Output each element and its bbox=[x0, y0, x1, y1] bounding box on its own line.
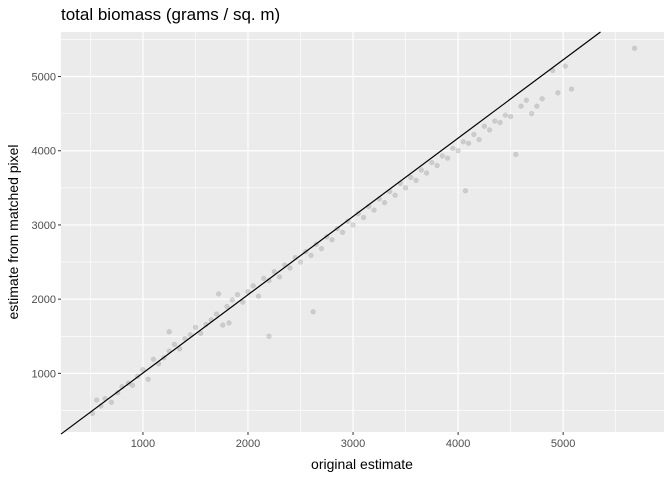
data-point bbox=[555, 90, 561, 96]
data-point bbox=[276, 274, 283, 280]
data-point bbox=[568, 86, 575, 92]
data-point bbox=[177, 346, 183, 352]
data-points bbox=[89, 45, 638, 417]
data-point bbox=[329, 237, 335, 243]
data-point bbox=[297, 259, 304, 265]
data-point bbox=[166, 329, 172, 335]
data-point bbox=[250, 283, 256, 289]
data-point bbox=[215, 291, 222, 297]
data-point bbox=[471, 131, 477, 138]
data-point bbox=[534, 103, 540, 109]
data-point bbox=[481, 123, 487, 129]
data-point bbox=[240, 299, 246, 305]
data-point bbox=[182, 335, 188, 342]
x-tick-label: 3000 bbox=[341, 438, 365, 450]
y-axis-ticks: 1000 2000 3000 4000 5000 bbox=[32, 72, 61, 380]
data-point bbox=[523, 97, 529, 103]
y-tick-label: 5000 bbox=[32, 72, 56, 84]
data-point bbox=[476, 137, 482, 143]
data-point bbox=[224, 303, 230, 310]
data-point bbox=[402, 185, 409, 191]
x-tick-label: 1000 bbox=[131, 438, 155, 450]
data-point bbox=[381, 200, 388, 206]
x-tick-label: 5000 bbox=[551, 438, 575, 450]
data-point bbox=[492, 118, 498, 124]
data-point bbox=[497, 119, 503, 126]
data-point bbox=[171, 341, 178, 348]
data-point bbox=[266, 333, 272, 339]
data-point bbox=[631, 45, 638, 51]
data-point bbox=[108, 399, 115, 405]
data-point bbox=[487, 127, 493, 133]
reference-line bbox=[60, 31, 601, 435]
data-point bbox=[455, 148, 461, 154]
data-point bbox=[198, 330, 204, 336]
data-point bbox=[434, 162, 440, 169]
data-point bbox=[255, 293, 262, 299]
data-point bbox=[271, 269, 277, 275]
data-point bbox=[513, 151, 519, 158]
data-point bbox=[339, 229, 346, 235]
data-point bbox=[539, 96, 545, 102]
y-axis-title: estimate from matched pixel bbox=[5, 144, 21, 319]
data-point bbox=[518, 103, 524, 109]
data-point bbox=[408, 174, 414, 181]
data-point bbox=[192, 324, 199, 330]
data-point bbox=[150, 356, 157, 362]
data-point bbox=[462, 188, 469, 194]
data-point bbox=[508, 114, 514, 120]
y-tick-label: 1000 bbox=[32, 368, 56, 380]
data-point bbox=[308, 252, 314, 258]
data-point bbox=[226, 320, 232, 326]
data-point bbox=[562, 63, 568, 69]
data-point bbox=[129, 382, 136, 388]
x-axis-title: original estimate bbox=[311, 456, 413, 472]
data-point bbox=[502, 112, 508, 118]
data-point bbox=[310, 309, 316, 315]
x-tick-label: 2000 bbox=[236, 438, 260, 450]
data-point bbox=[94, 397, 100, 403]
data-point bbox=[140, 367, 146, 373]
data-point bbox=[234, 292, 241, 298]
data-point bbox=[213, 311, 220, 317]
plot-panel bbox=[61, 32, 664, 432]
data-point bbox=[371, 207, 377, 213]
data-point bbox=[261, 275, 267, 281]
chart-title: total biomass (grams / sq. m) bbox=[61, 5, 280, 24]
data-point bbox=[392, 192, 398, 198]
data-point bbox=[360, 214, 367, 221]
data-point bbox=[529, 111, 535, 117]
grid-major bbox=[61, 32, 664, 432]
data-point bbox=[418, 167, 424, 173]
data-point bbox=[413, 177, 419, 184]
data-point bbox=[460, 139, 466, 145]
data-point bbox=[220, 322, 226, 328]
data-point bbox=[350, 222, 356, 228]
data-point bbox=[444, 155, 451, 161]
y-tick-label: 3000 bbox=[32, 220, 56, 232]
y-tick-label: 2000 bbox=[32, 294, 56, 306]
data-point bbox=[229, 297, 235, 303]
data-point bbox=[423, 170, 430, 176]
data-point bbox=[450, 145, 456, 152]
data-point bbox=[318, 246, 325, 252]
x-axis-ticks: 1000 2000 3000 4000 5000 bbox=[131, 432, 575, 450]
y-tick-label: 4000 bbox=[32, 146, 56, 158]
data-point bbox=[145, 376, 151, 382]
data-point bbox=[439, 153, 445, 159]
data-point bbox=[287, 265, 293, 271]
x-tick-label: 4000 bbox=[446, 438, 470, 450]
data-point bbox=[466, 140, 472, 146]
data-point bbox=[429, 160, 435, 166]
